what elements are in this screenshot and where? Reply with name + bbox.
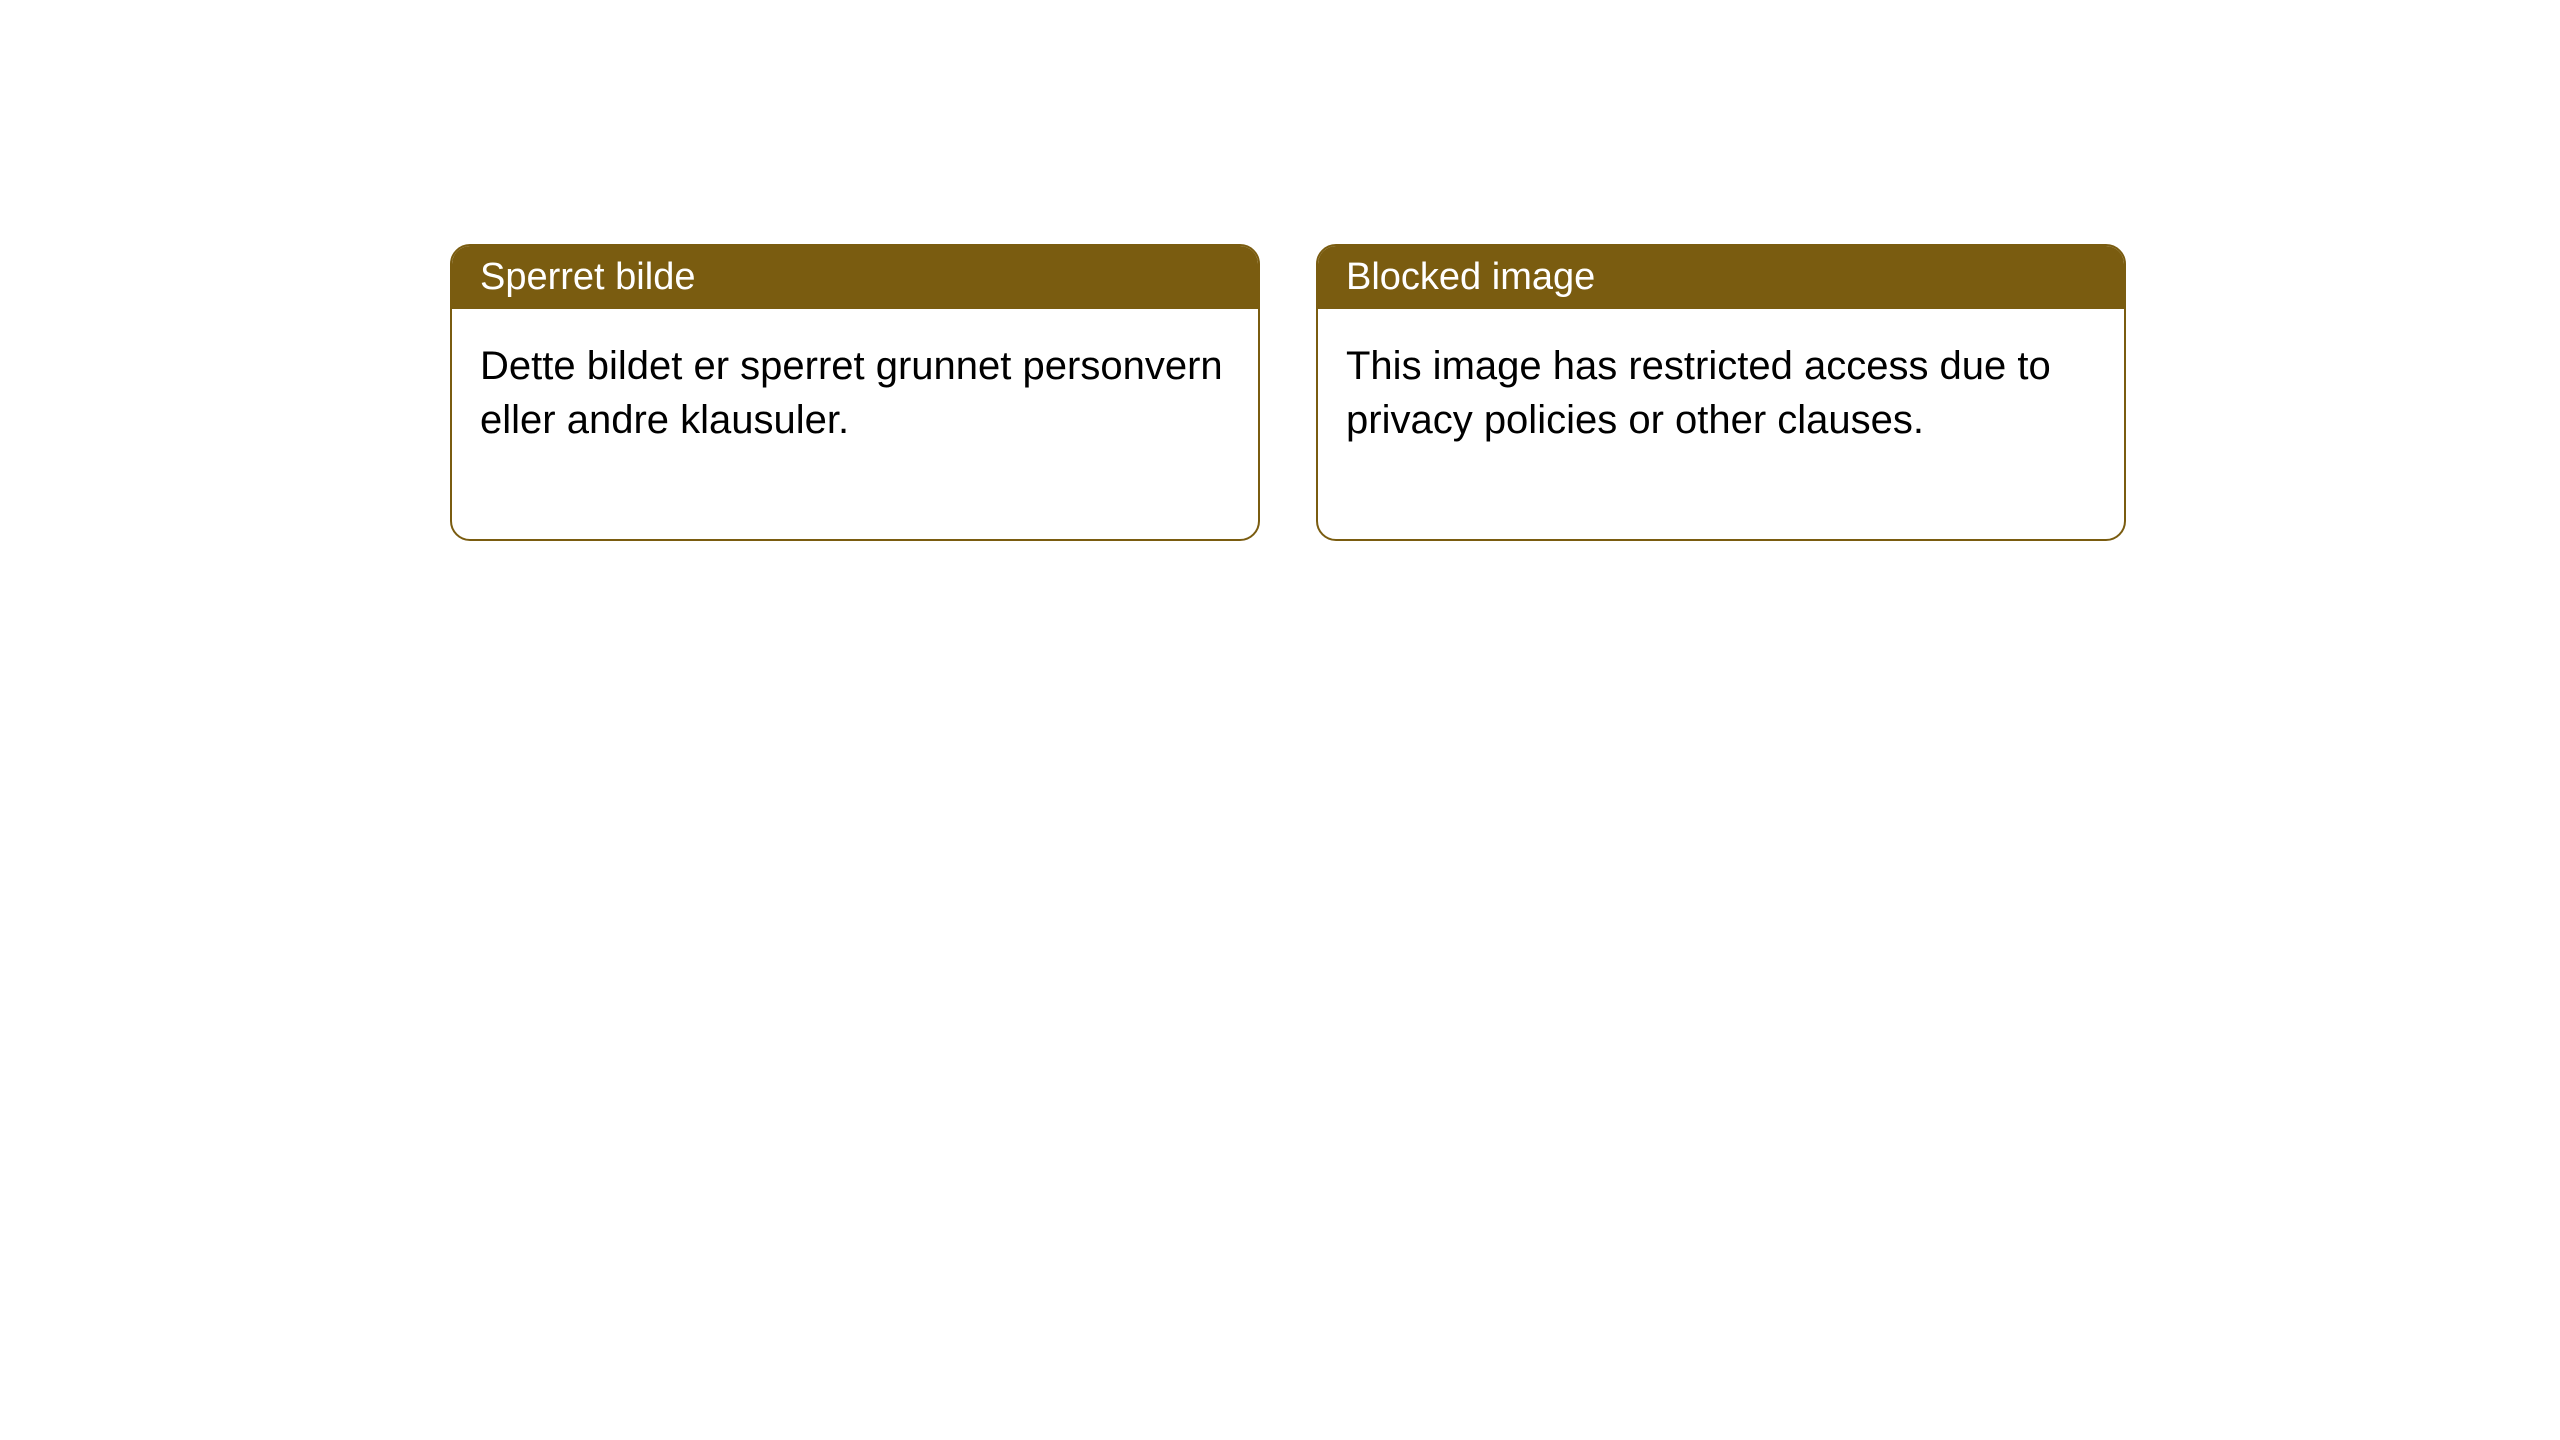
notice-body-english: This image has restricted access due to …	[1318, 309, 2124, 539]
notice-title-norwegian: Sperret bilde	[452, 246, 1258, 309]
notice-title-english: Blocked image	[1318, 246, 2124, 309]
notice-card-norwegian: Sperret bilde Dette bildet er sperret gr…	[450, 244, 1260, 541]
notice-body-norwegian: Dette bildet er sperret grunnet personve…	[452, 309, 1258, 539]
notice-container: Sperret bilde Dette bildet er sperret gr…	[0, 0, 2560, 541]
notice-card-english: Blocked image This image has restricted …	[1316, 244, 2126, 541]
